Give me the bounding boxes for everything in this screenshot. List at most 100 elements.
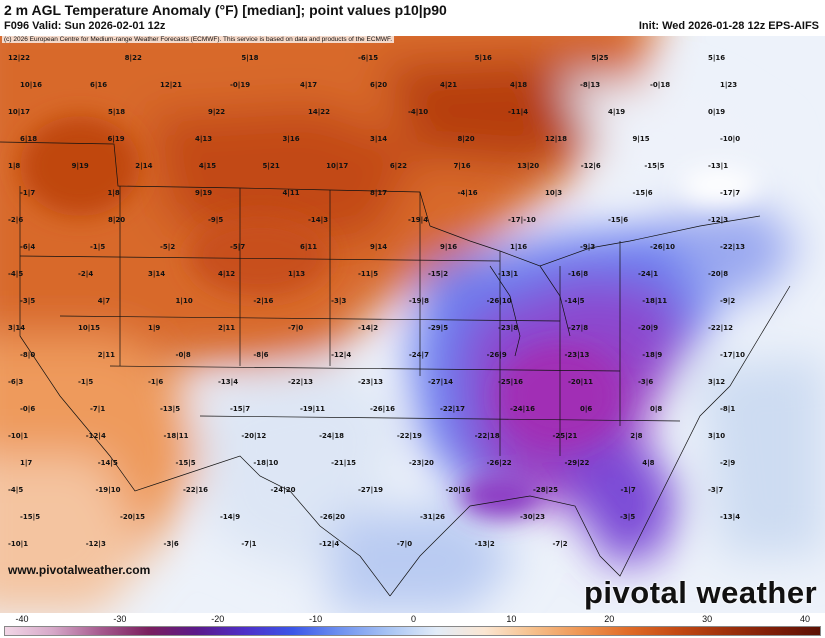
- point-value: -13|2: [474, 540, 495, 548]
- point-value: -18|11: [642, 297, 668, 305]
- anomaly-map: (c) 2026 European Centre for Medium-rang…: [0, 36, 825, 613]
- point-value: 5|21: [262, 162, 280, 170]
- point-value: -17|7: [720, 189, 741, 197]
- point-value: 1|10: [175, 297, 193, 305]
- point-value: -14|5: [564, 297, 585, 305]
- point-value: 4|12: [218, 270, 236, 278]
- point-value: -13|4: [720, 513, 741, 521]
- point-value: -15|6: [632, 189, 653, 197]
- point-value: -26|10: [486, 297, 512, 305]
- point-value: 4|11: [282, 189, 300, 197]
- point-value: -15|5: [644, 162, 665, 170]
- point-value: 8|20: [457, 135, 475, 143]
- valid-time: F096 Valid: Sun 2026-02-01 12z: [4, 20, 166, 32]
- us-mexico-border: [19, 186, 391, 597]
- point-value: -1|7: [620, 486, 636, 494]
- point-value: -20|16: [445, 486, 471, 494]
- point-value: -4|5: [8, 270, 24, 278]
- point-value: 3|16: [282, 135, 300, 143]
- point-value: -19|10: [95, 486, 121, 494]
- point-value: -26|10: [650, 243, 675, 251]
- point-value: -25|21: [552, 432, 578, 440]
- point-value: -18|11: [163, 432, 189, 440]
- point-value: -0|6: [20, 405, 36, 413]
- boundaries: [0, 141, 791, 597]
- point-value: -24|1: [638, 270, 659, 278]
- point-value: -12|4: [319, 540, 340, 548]
- point-value: -31|26: [420, 513, 445, 521]
- scale-tick: 10: [506, 614, 517, 624]
- point-value: -20|9: [638, 324, 659, 332]
- point-value: -28|25: [533, 486, 558, 494]
- point-value: -10|0: [720, 135, 741, 143]
- point-value: 9|15: [632, 135, 650, 143]
- point-value: -14|2: [358, 324, 379, 332]
- point-value: -20|11: [568, 378, 593, 386]
- point-value: -16|8: [568, 270, 589, 278]
- point-value: 6|18: [20, 135, 38, 143]
- point-value: -25|16: [498, 378, 523, 386]
- point-value: -7|2: [552, 540, 568, 548]
- point-value: 0|19: [708, 108, 726, 116]
- point-value: -22|17: [440, 405, 465, 413]
- point-value: -9|2: [720, 297, 736, 305]
- point-value: 5|18: [108, 108, 126, 116]
- point-value: -1|6: [148, 378, 164, 386]
- point-value: 10|17: [326, 162, 349, 170]
- point-value: 4|13: [195, 135, 213, 143]
- point-value: 6|11: [300, 243, 318, 251]
- state-lines-ew: [19, 255, 681, 422]
- point-value: -19|11: [300, 405, 325, 413]
- great-lakes-border: [429, 215, 761, 267]
- point-value: 1|8: [107, 189, 120, 197]
- point-value: 1|13: [288, 270, 306, 278]
- point-value: -29|5: [428, 324, 449, 332]
- point-value: 3|14: [370, 135, 388, 143]
- point-value: 9|19: [195, 189, 213, 197]
- point-value: -3|6: [163, 540, 179, 548]
- point-value: 2|8: [630, 432, 643, 440]
- point-value: -7|0: [288, 324, 304, 332]
- point-value: -24|7: [408, 351, 429, 359]
- point-value: 6|16: [90, 81, 108, 89]
- point-value: -18|10: [253, 459, 279, 467]
- point-value: -26|22: [486, 459, 512, 467]
- point-value: -22|13: [288, 378, 313, 386]
- site-url[interactable]: www.pivotalweather.com: [8, 563, 151, 577]
- point-value: -5|2: [160, 243, 176, 251]
- point-value: 10|17: [8, 108, 31, 116]
- point-value: -20|12: [241, 432, 267, 440]
- point-value: -14|5: [97, 459, 118, 467]
- point-value: -7|1: [241, 540, 257, 548]
- point-value: -3|5: [620, 513, 636, 521]
- point-value: -2|9: [720, 459, 736, 467]
- point-value: -15|2: [428, 270, 449, 278]
- point-value: -6|15: [358, 54, 379, 62]
- scale-tick: 40: [799, 614, 811, 624]
- point-value: -18|9: [642, 351, 663, 359]
- point-value: -4|5: [8, 486, 24, 494]
- point-value: 2|11: [218, 324, 236, 332]
- point-value: -23|8: [498, 324, 519, 332]
- point-value: -7|1: [90, 405, 106, 413]
- point-value: 4|19: [608, 108, 626, 116]
- point-value: -13|5: [160, 405, 181, 413]
- point-value: 9|16: [440, 243, 458, 251]
- scale-tick: 0: [410, 614, 417, 624]
- point-value: -19|4: [408, 216, 429, 224]
- point-value: -27|19: [358, 486, 383, 494]
- point-value: 4|7: [97, 297, 111, 305]
- point-value: -24|20: [270, 486, 296, 494]
- point-value: -3|6: [638, 378, 654, 386]
- point-value: 5|16: [474, 54, 492, 62]
- point-value: -8|0: [20, 351, 36, 359]
- point-value: -0|8: [175, 351, 191, 359]
- point-value: 4|15: [198, 162, 217, 170]
- scale-tick: -10: [309, 614, 323, 624]
- point-value: 0|8: [650, 405, 663, 413]
- point-value: -11|5: [358, 270, 379, 278]
- point-value: -17|-10: [508, 216, 536, 224]
- point-value: -26|20: [320, 513, 345, 521]
- point-value: -29|22: [564, 459, 590, 467]
- header: 2 m AGL Temperature Anomaly (°F) [median…: [0, 0, 825, 36]
